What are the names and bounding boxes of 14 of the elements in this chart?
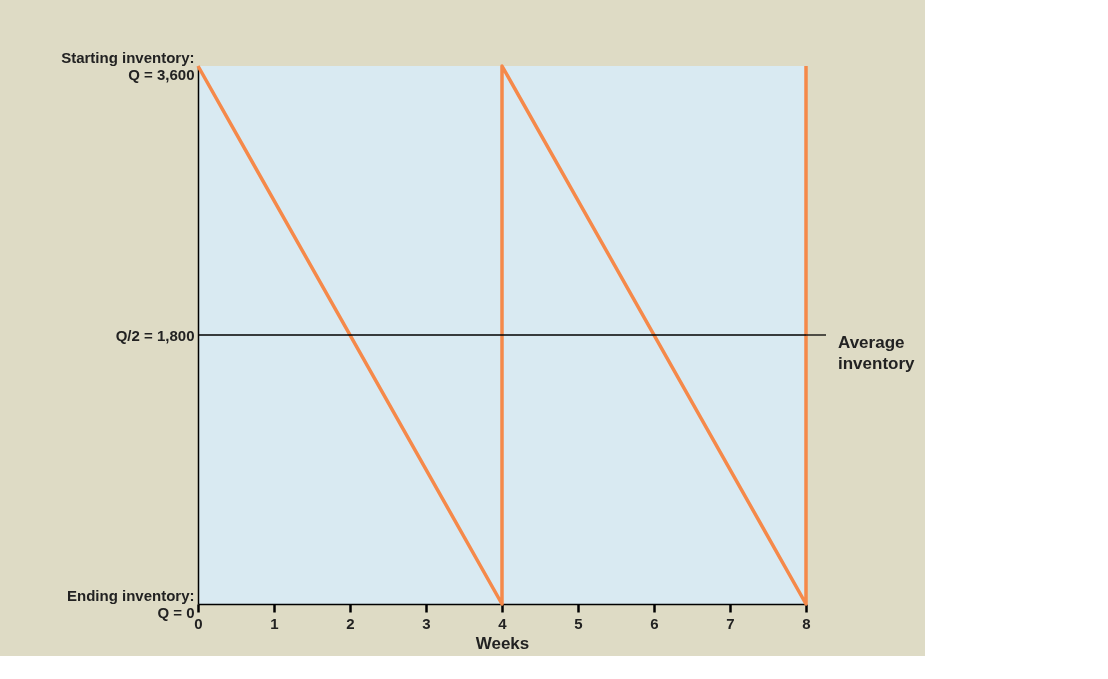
x-tick-label: 1 <box>270 614 279 632</box>
x-tick-label: 5 <box>574 614 583 632</box>
x-tick-label: 3 <box>422 614 431 632</box>
y-tick-label: Q/2 = 1,800 <box>115 326 195 344</box>
legend-label: Average inventory <box>838 333 916 373</box>
x-axis-title: Weeks <box>475 633 530 653</box>
x-tick-label: 6 <box>650 614 659 632</box>
x-tick-label: 4 <box>498 614 508 632</box>
y-tick-label: Ending inventory: Q = 0 <box>67 587 195 621</box>
y-tick-label: Starting inventory: Q = 3,600 <box>61 49 195 83</box>
x-tick-label: 0 <box>194 614 203 632</box>
x-tick-label: 7 <box>726 614 735 632</box>
x-tick-label: 2 <box>346 614 355 632</box>
x-tick-label: 8 <box>802 614 811 632</box>
